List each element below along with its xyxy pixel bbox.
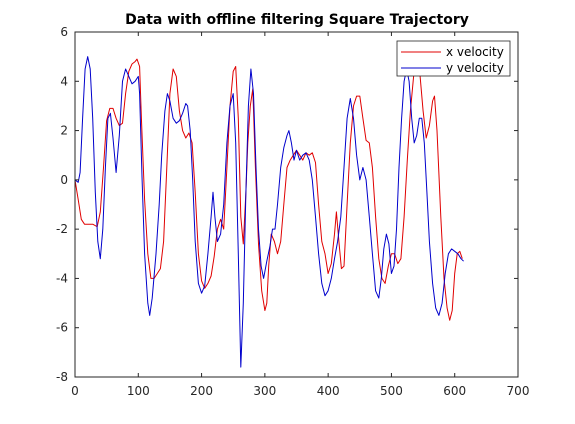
legend: x velocity y velocity — [396, 40, 511, 77]
y-tick-label: 2 — [60, 124, 68, 138]
y-tick-label: -4 — [56, 271, 68, 285]
series-line-y-velocity — [75, 56, 464, 368]
y-tick-label: 6 — [60, 25, 68, 39]
x-tick-label: 700 — [507, 384, 530, 398]
y-tick-label: -2 — [56, 222, 68, 236]
axis-ticks: 0 100 200 300 400 500 600 700 -8 -6 -4 -2 0 2 4 6 — [56, 25, 529, 398]
axes-box — [74, 31, 519, 378]
legend-label-x-velocity: x velocity — [446, 45, 504, 59]
x-tick-label: 100 — [127, 384, 150, 398]
y-tick-label: 0 — [60, 173, 68, 187]
x-tick-label: 200 — [190, 384, 213, 398]
legend-box — [396, 40, 511, 77]
y-tick-label: -6 — [56, 321, 68, 335]
legend-label-y-velocity: y velocity — [446, 61, 504, 75]
series-line-x-velocity — [75, 58, 463, 321]
x-tick-label: 0 — [71, 384, 79, 398]
chart-title: Data with offline filtering Square Traje… — [125, 12, 469, 28]
y-tick-label: 4 — [60, 74, 68, 88]
y-tick-label: -8 — [56, 370, 68, 384]
x-tick-label: 400 — [317, 384, 340, 398]
x-tick-label: 500 — [380, 384, 403, 398]
plot-area — [75, 32, 518, 377]
x-tick-label: 600 — [443, 384, 466, 398]
series-lines — [75, 56, 464, 368]
x-tick-label: 300 — [253, 384, 276, 398]
